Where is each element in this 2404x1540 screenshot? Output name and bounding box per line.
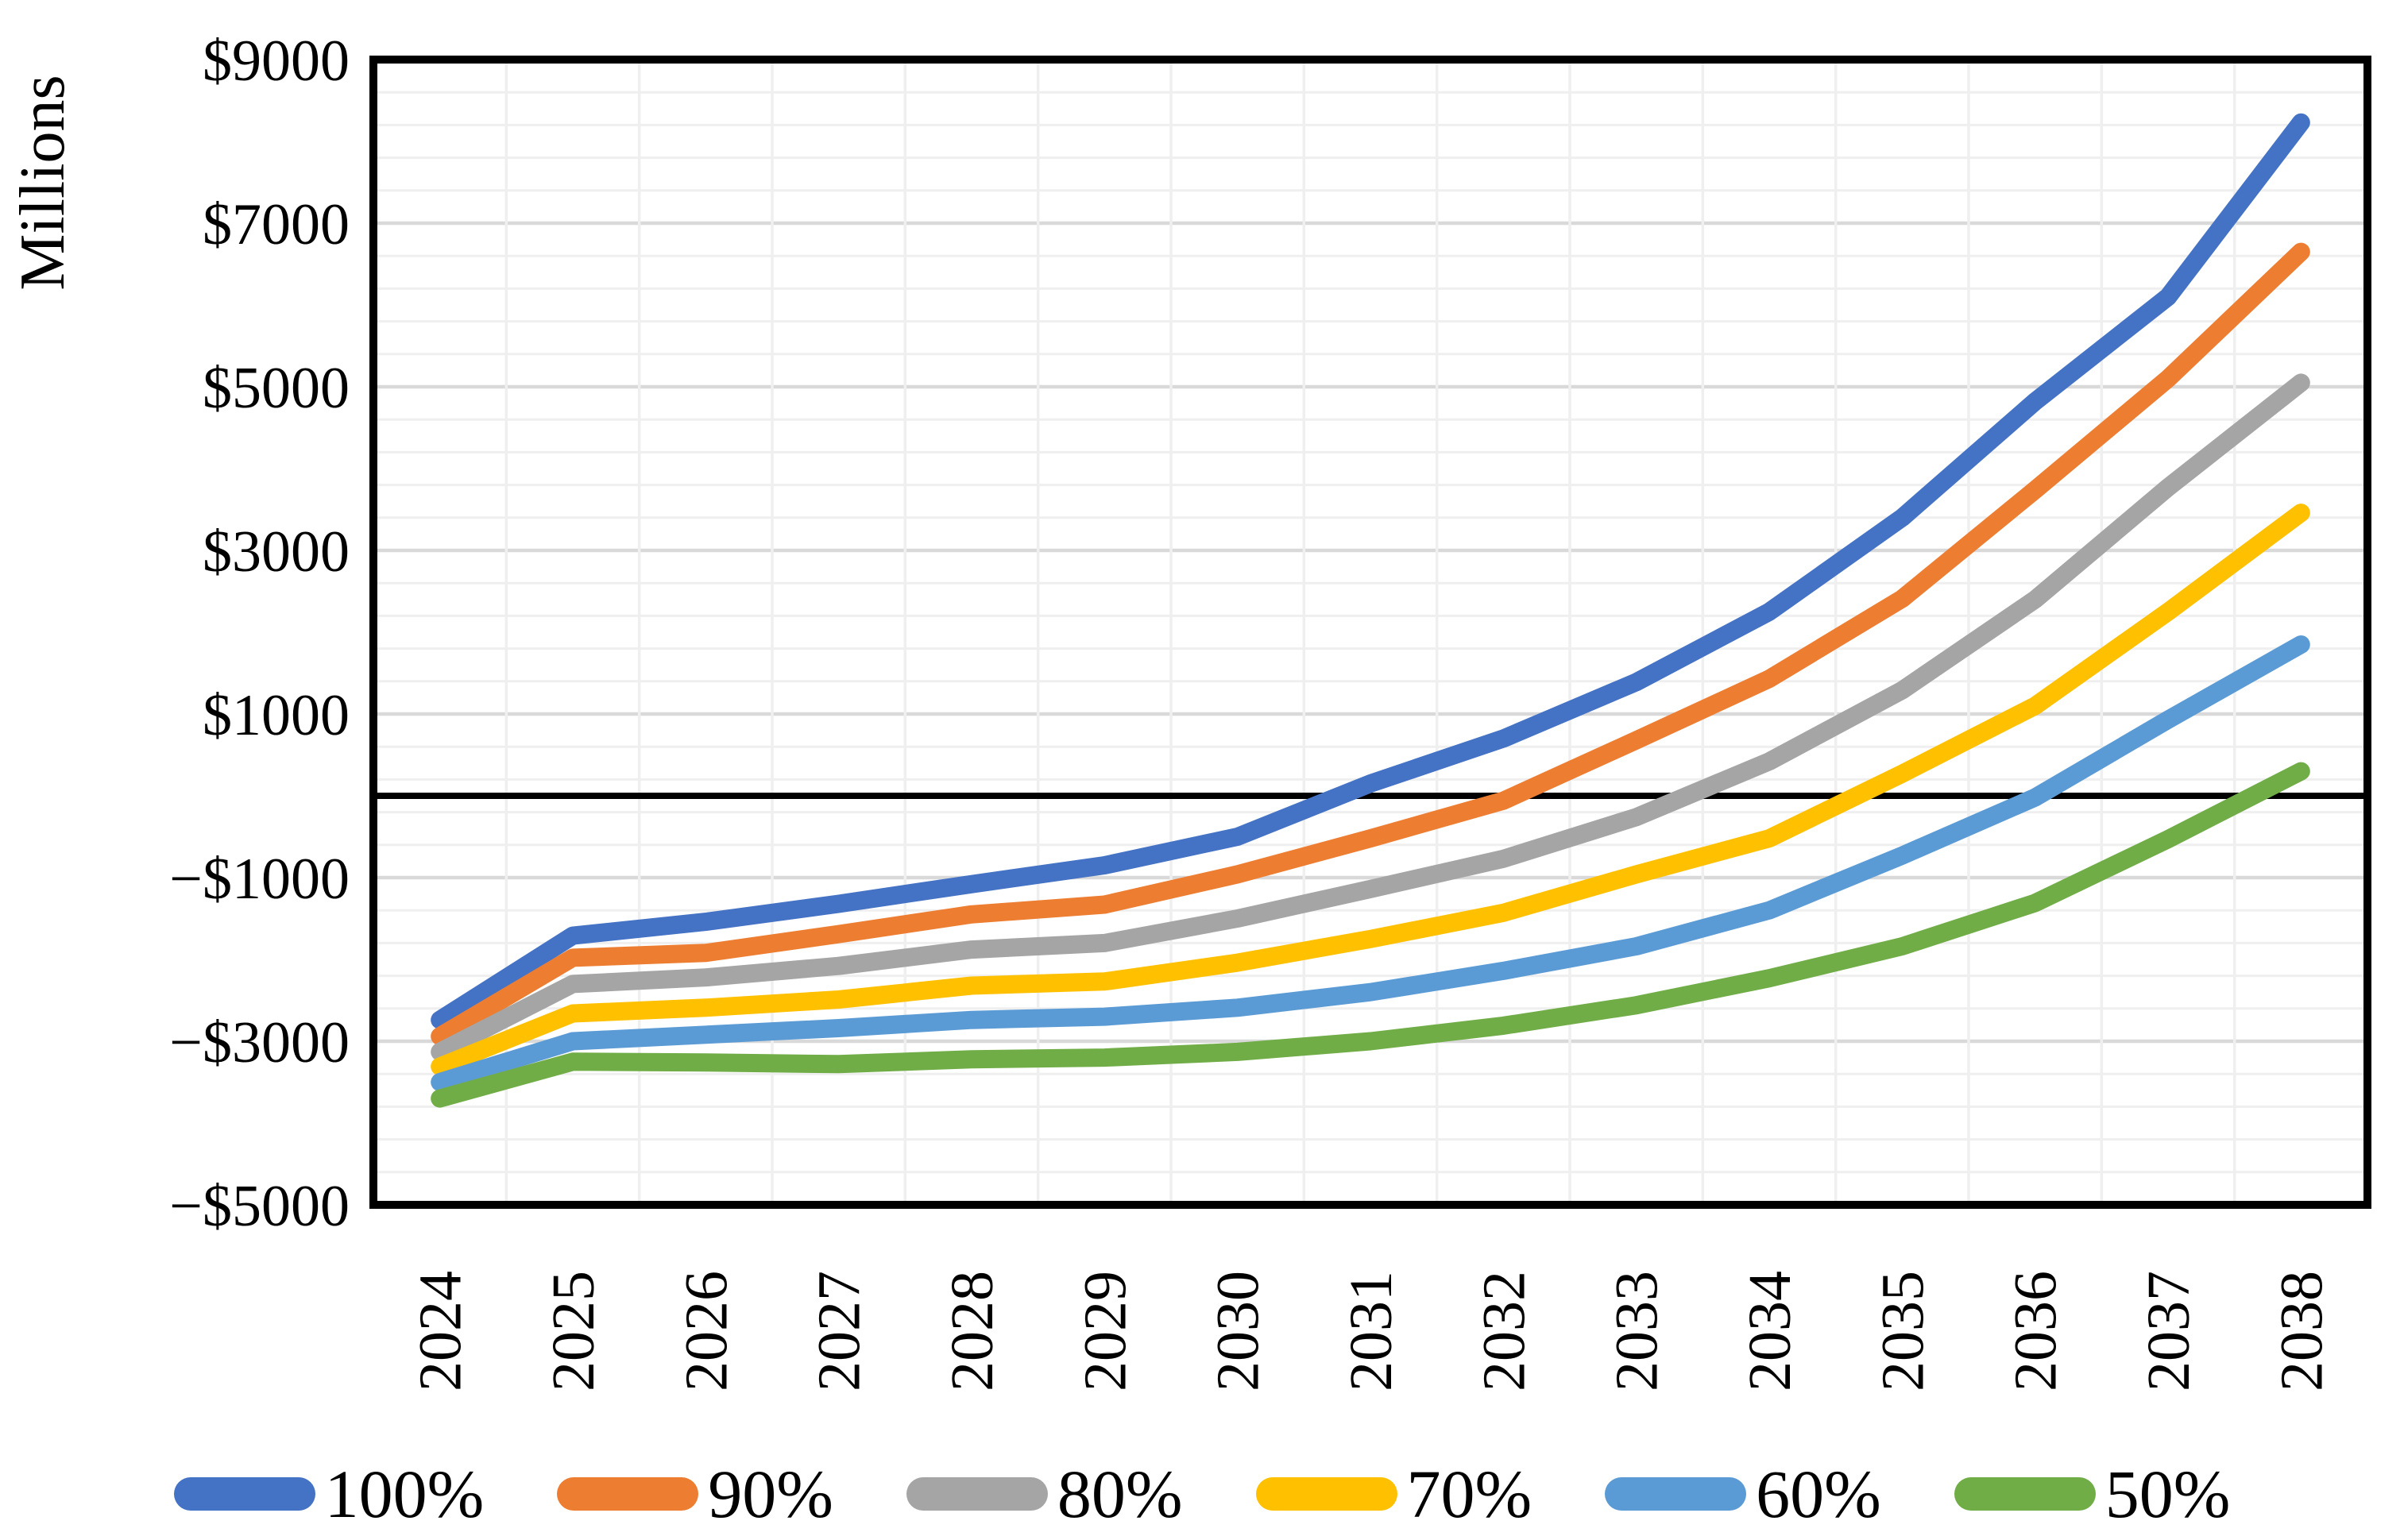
x-tick-label: 2037 bbox=[2135, 1271, 2202, 1391]
x-tick-label: 2024 bbox=[408, 1271, 474, 1391]
legend-item-60-percent[interactable]: 60% bbox=[1605, 1460, 1881, 1528]
legend-swatch-icon bbox=[1255, 1476, 1397, 1511]
y-tick-label: −$1000 bbox=[169, 847, 350, 912]
x-tick-label: 2029 bbox=[1072, 1271, 1138, 1391]
x-tick-label: 2036 bbox=[2003, 1271, 2070, 1391]
y-tick-label: −$5000 bbox=[169, 1174, 350, 1239]
plot-frame bbox=[369, 56, 2371, 1209]
x-tick-label: 2025 bbox=[540, 1271, 607, 1391]
y-axis-labels: $9000 $7000 $5000 $3000 $1000 −$1000 −$3000 −$5… bbox=[169, 29, 350, 1239]
y-tick-label: $7000 bbox=[203, 192, 350, 257]
legend-label: 100% bbox=[324, 1455, 485, 1532]
legend-label: 50% bbox=[2104, 1455, 2231, 1532]
line-90-percent bbox=[431, 242, 2310, 1046]
y-axis-title: Millions bbox=[8, 75, 78, 290]
legend-swatch-icon bbox=[906, 1476, 1048, 1511]
x-tick-label: 2033 bbox=[1604, 1271, 1671, 1391]
x-tick-label: 2030 bbox=[1205, 1271, 1272, 1391]
legend-label: 60% bbox=[1756, 1455, 1881, 1532]
legend-label: 80% bbox=[1057, 1455, 1183, 1532]
legend-item-70-percent[interactable]: 70% bbox=[1255, 1455, 1532, 1532]
legend-label: 90% bbox=[708, 1455, 833, 1532]
legend-item-100-percent[interactable]: 100% bbox=[173, 1455, 485, 1532]
y-tick-label: $5000 bbox=[203, 356, 350, 421]
y-tick-label: $3000 bbox=[203, 519, 350, 585]
line-50-percent bbox=[431, 762, 2310, 1108]
legend-label: 70% bbox=[1406, 1455, 1532, 1532]
x-tick-label: 2035 bbox=[1869, 1271, 1936, 1391]
line-60-percent bbox=[431, 635, 2310, 1091]
legend-item-90-percent[interactable]: 90% bbox=[557, 1460, 833, 1528]
line-100-percent bbox=[431, 113, 2310, 1029]
x-tick-label: 2031 bbox=[1338, 1271, 1405, 1391]
legend-swatch-icon bbox=[1954, 1476, 2096, 1511]
x-axis-labels: 2024 2025 2026 2027 2028 2029 2030 2031 2032 2033… bbox=[408, 1271, 2336, 1391]
plot-border bbox=[369, 56, 2371, 1209]
y-tick-label: $1000 bbox=[203, 683, 350, 748]
legend-swatch-icon bbox=[557, 1476, 699, 1511]
y-tick-label: −$3000 bbox=[169, 1010, 350, 1075]
legend-item-50-percent[interactable]: 50% bbox=[1954, 1455, 2231, 1532]
line-80-percent bbox=[431, 373, 2310, 1061]
x-tick-label: 2038 bbox=[2268, 1271, 2335, 1391]
x-tick-label: 2034 bbox=[1737, 1271, 1803, 1391]
series-lines bbox=[431, 113, 2310, 1108]
x-tick-label: 2028 bbox=[939, 1271, 1006, 1391]
x-tick-label: 2026 bbox=[673, 1271, 740, 1391]
legend: 100% 90% 80% 70% 60% 50% bbox=[0, 1447, 2404, 1540]
line-70-percent bbox=[431, 504, 2310, 1076]
x-tick-label: 2032 bbox=[1471, 1271, 1537, 1391]
y-tick-label: $9000 bbox=[203, 29, 350, 94]
legend-swatch-icon bbox=[173, 1476, 315, 1511]
x-tick-label: 2027 bbox=[806, 1271, 873, 1391]
legend-item-80-percent[interactable]: 80% bbox=[906, 1460, 1183, 1528]
legend-swatch-icon bbox=[1605, 1476, 1747, 1511]
plot-svg: Millions $9000 $7000 $5000 $3000 $1000 −$1000… bbox=[8, 29, 2371, 1391]
